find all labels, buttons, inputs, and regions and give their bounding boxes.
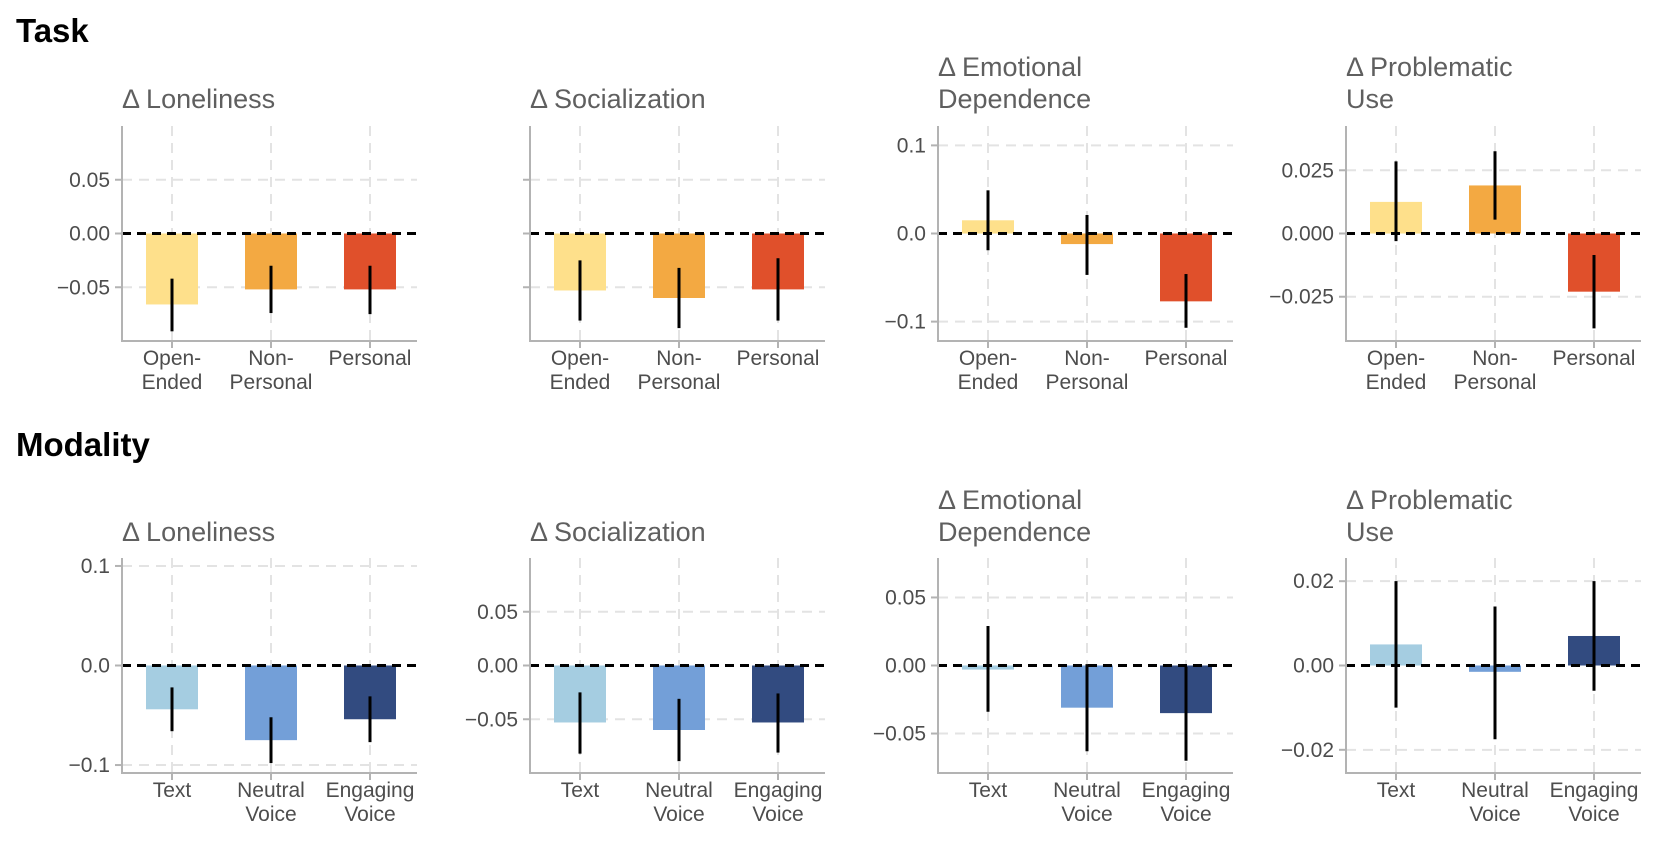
category-label: Voice (1568, 803, 1619, 826)
panel-title-line: Use (1346, 84, 1394, 114)
y-tick-label: 0.0 (897, 223, 926, 246)
y-tick-label: −0.025 (1269, 286, 1334, 309)
category-label: Non- (248, 347, 294, 370)
category-label: Personal (1046, 371, 1129, 394)
category-label: Voice (1160, 803, 1211, 826)
y-tick-label: 0.00 (477, 655, 518, 678)
category-label: Voice (1061, 803, 1112, 826)
panel-task-loneliness: Δ Loneliness0.050.00−0.05Open-EndedNon-P… (57, 84, 417, 394)
category-label: Engaging (734, 779, 823, 802)
y-tick-label: −0.05 (57, 276, 110, 299)
y-tick-label: −0.05 (465, 708, 518, 731)
section-title-task: Task (16, 12, 89, 49)
category-label: Open- (1367, 347, 1425, 370)
category-label: Neutral (645, 779, 713, 802)
y-tick-label: 0.025 (1281, 159, 1334, 182)
category-label: Voice (653, 803, 704, 826)
category-label: Text (1377, 779, 1416, 802)
category-label: Engaging (1550, 779, 1639, 802)
category-label: Open- (551, 347, 609, 370)
category-label: Voice (752, 803, 803, 826)
axis-lines (937, 126, 1233, 342)
category-label: Ended (958, 371, 1019, 394)
panel-task-socialization: Δ SocializationOpen-EndedNon-PersonalPer… (523, 84, 825, 394)
panel-title-line: Δ Socialization (530, 84, 706, 114)
panel-title-line: Δ Emotional (938, 52, 1082, 82)
category-label: Personal (737, 347, 820, 370)
category-label: Open- (959, 347, 1017, 370)
section-title-modality: Modality (16, 426, 150, 463)
axis-lines (1345, 558, 1641, 774)
category-label: Neutral (237, 779, 305, 802)
category-label: Personal (1454, 371, 1537, 394)
y-tick-label: −0.1 (885, 311, 926, 334)
panel-title-line: Δ Problematic (1346, 52, 1513, 82)
y-tick-label: 0.00 (1293, 655, 1334, 678)
category-label: Voice (1469, 803, 1520, 826)
y-tick-label: 0.00 (69, 223, 110, 246)
category-label: Non- (1064, 347, 1110, 370)
panel-title-line: Δ Loneliness (122, 84, 275, 114)
category-label: Ended (142, 371, 203, 394)
axis-lines (529, 558, 825, 774)
y-tick-label: −0.1 (69, 754, 110, 777)
category-label: Open- (143, 347, 201, 370)
y-tick-label: 0.0 (81, 655, 110, 678)
panel-title-line: Δ Socialization (530, 517, 706, 547)
y-tick-label: 0.05 (477, 601, 518, 624)
category-label: Engaging (326, 779, 415, 802)
category-label: Personal (638, 371, 721, 394)
y-tick-label: 0.02 (1293, 570, 1334, 593)
panels: Δ Loneliness0.050.00−0.05Open-EndedNon-P… (57, 52, 1641, 826)
category-label: Ended (550, 371, 611, 394)
panel-title-line: Δ Emotional (938, 485, 1082, 515)
category-label: Personal (1553, 347, 1636, 370)
axis-lines (1345, 126, 1641, 342)
category-label: Personal (329, 347, 412, 370)
category-label: Non- (656, 347, 702, 370)
category-label: Ended (1366, 371, 1427, 394)
y-tick-label: 0.1 (897, 134, 926, 157)
y-tick-label: 0.1 (81, 555, 110, 578)
axis-lines (121, 126, 417, 342)
panel-title-line: Δ Problematic (1346, 485, 1513, 515)
category-label: Text (969, 779, 1008, 802)
panel-title-line: Use (1346, 517, 1394, 547)
y-tick-label: −0.05 (873, 723, 926, 746)
category-label: Text (153, 779, 192, 802)
y-tick-label: 0.05 (69, 169, 110, 192)
category-label: Voice (344, 803, 395, 826)
panel-title-line: Δ Loneliness (122, 517, 275, 547)
category-label: Personal (1145, 347, 1228, 370)
y-tick-label: −0.02 (1281, 739, 1334, 762)
axis-lines (121, 558, 417, 774)
category-label: Voice (245, 803, 296, 826)
category-label: Neutral (1461, 779, 1529, 802)
axis-lines (937, 558, 1233, 774)
category-label: Non- (1472, 347, 1518, 370)
axis-lines (529, 126, 825, 342)
y-tick-label: 0.000 (1281, 223, 1334, 246)
panel-title-line: Dependence (938, 517, 1091, 547)
category-label: Text (561, 779, 600, 802)
panel-title-line: Dependence (938, 84, 1091, 114)
category-label: Personal (230, 371, 313, 394)
category-label: Neutral (1053, 779, 1121, 802)
category-label: Engaging (1142, 779, 1231, 802)
y-tick-label: 0.00 (885, 655, 926, 678)
y-tick-label: 0.05 (885, 586, 926, 609)
